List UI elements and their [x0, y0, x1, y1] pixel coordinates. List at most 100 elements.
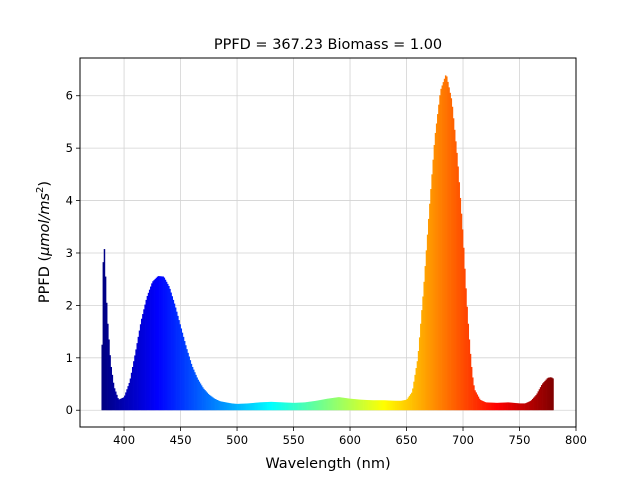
- spectrum-bar-499: [235, 403, 238, 411]
- spectrum-bar-391: [113, 388, 116, 411]
- spectrum-bar-410: [135, 349, 137, 411]
- spectrum-bar-627: [380, 400, 383, 411]
- spectrum-bar-395: [118, 399, 120, 411]
- spectrum-bar-609: [360, 399, 362, 411]
- spectrum-bar-525: [265, 402, 267, 411]
- spectrum-bar-422: [148, 289, 151, 411]
- spectrum-bar-602: [352, 398, 354, 411]
- spectrum-bar-437: [165, 281, 168, 411]
- spectrum-bar-559: [303, 402, 306, 411]
- spectrum-bar-653: [409, 394, 412, 411]
- spectrum-bar-613: [364, 399, 367, 411]
- spectrum-bar-608: [359, 399, 361, 411]
- spectrum-bar-722: [487, 402, 490, 411]
- spectrum-bar-450: [180, 328, 183, 411]
- spectrum-bar-492: [228, 402, 230, 411]
- y-axis-ticks: 0 1 2 3 4 5 6: [66, 89, 80, 417]
- spectrum-bar-390: [112, 382, 115, 411]
- spectrum-bar-563: [308, 401, 310, 411]
- spectrum-bar-726: [492, 402, 494, 411]
- spectrum-bar-682: [442, 82, 445, 411]
- spectrum-bar-758: [528, 401, 531, 411]
- spectrum-bar-465: [197, 379, 199, 411]
- spectrum-bar-660: [417, 350, 420, 411]
- spectrum-bar-757: [527, 402, 529, 411]
- spectrum-bar-435: [163, 277, 166, 411]
- spectrum-bar-565: [310, 401, 312, 411]
- spectrum-bar-560: [304, 402, 307, 411]
- spectrum-bar-405: [129, 378, 132, 411]
- spectrum-bar-690: [451, 106, 454, 411]
- y-axis-label-unit-sup: 2: [35, 187, 46, 193]
- spectrum-bar-778: [551, 377, 553, 411]
- spectrum-bar-687: [448, 87, 450, 411]
- spectrum-bar-556: [300, 402, 302, 411]
- spectrum-bar-531: [272, 401, 274, 411]
- spectrum-bar-674: [433, 145, 436, 411]
- spectrum-bar-514: [252, 402, 255, 411]
- spectrum-bar-557: [301, 402, 303, 411]
- spectrum-bar-517: [256, 402, 258, 411]
- spectrum-bar-668: [426, 234, 429, 411]
- spectrum-bar-447: [177, 315, 179, 411]
- spectrum-bar-451: [181, 332, 184, 411]
- spectrum-bar-750: [519, 403, 521, 411]
- plot-frame: [79, 57, 577, 428]
- spectrum-bar-752: [521, 403, 524, 411]
- spectrum-bar-593: [342, 397, 344, 411]
- spectrum-bar-641: [396, 400, 398, 411]
- spectrum-bar-504: [241, 403, 244, 411]
- spectrum-bar-635: [389, 400, 392, 411]
- spectrum-bar-515: [253, 402, 256, 411]
- spectrum-bar-491: [226, 402, 229, 411]
- spectrum-bar-765: [536, 393, 538, 411]
- spectrum-bar-657: [414, 374, 416, 411]
- spectrum-bar-620: [372, 400, 375, 411]
- spectrum-bar-516: [255, 402, 257, 411]
- spectrum-bar-417: [143, 309, 145, 411]
- spectrum-bar-664: [422, 296, 424, 411]
- spectrum-bar-775: [547, 377, 550, 411]
- spectrum-bar-457: [188, 356, 190, 411]
- spectrum-bar-558: [302, 402, 305, 411]
- spectrum-bar-774: [546, 378, 549, 411]
- spectrum-bar-755: [525, 403, 527, 411]
- spectrum-bar-770: [542, 383, 544, 411]
- spectrum-bar-597: [346, 398, 349, 411]
- spectrum-bar-644: [399, 400, 402, 411]
- spectrum-bar-570: [316, 400, 318, 411]
- spectrum-bar-740: [508, 402, 510, 411]
- spectrum-bar-640: [395, 400, 397, 411]
- spectrum-bar-606: [356, 399, 359, 411]
- spectrum-bar-743: [511, 402, 514, 411]
- spectrum-bar-763: [534, 396, 536, 411]
- spectrum-bar-494: [230, 403, 232, 411]
- spectrum-bar-455: [186, 349, 188, 411]
- spectrum-bar-633: [387, 400, 389, 411]
- spectrum-bar-408: [133, 361, 135, 411]
- spectrum-bar-518: [257, 402, 259, 411]
- spectrum-bar-500: [237, 403, 239, 411]
- spectrum-bar-396: [119, 398, 122, 411]
- spectrum-bar-735: [502, 402, 505, 411]
- spectrum-bar-542: [284, 402, 286, 411]
- spectrum-bar-666: [424, 266, 427, 411]
- spectrum-bar-467: [199, 383, 202, 411]
- spectrum-bar-648: [404, 400, 406, 411]
- y-tick-label-5: 5: [66, 141, 73, 155]
- spectrum-bar-535: [276, 402, 279, 411]
- spectrum-bar-547: [290, 402, 292, 411]
- spectrum-bar-464: [196, 377, 198, 411]
- spectrum-bar-729: [495, 402, 498, 411]
- spectrum-bar-622: [374, 400, 377, 411]
- spectrum-bar-768: [539, 387, 542, 411]
- spectrum-bar-771: [543, 382, 545, 411]
- spectrum-bar-472: [205, 391, 207, 411]
- spectrum-bar-421: [147, 292, 150, 411]
- spectrum-bar-539: [281, 402, 283, 411]
- spectrum-bar-486: [221, 401, 223, 411]
- spectrum-bar-521: [260, 402, 263, 411]
- spectrum-area: [101, 75, 554, 411]
- spectrum-bar-739: [507, 402, 509, 411]
- spectrum-bar-574: [320, 399, 323, 411]
